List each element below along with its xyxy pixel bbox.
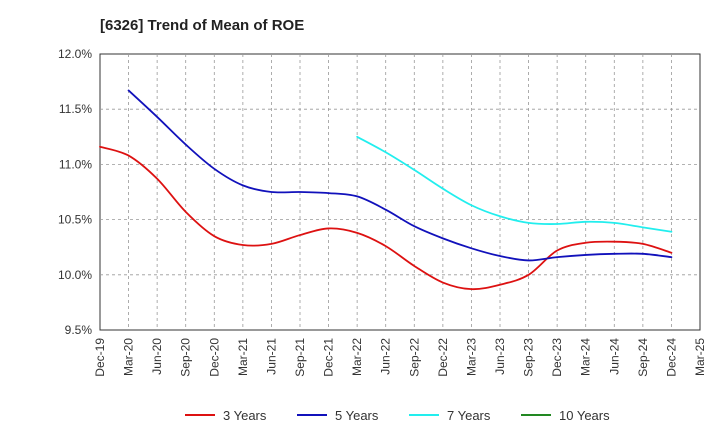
series-lines	[99, 89, 673, 291]
x-tick-label: Mar-20	[122, 338, 136, 376]
x-tick-label: Mar-24	[579, 338, 593, 376]
x-tick-label: Sep-21	[293, 338, 307, 377]
legend-label-4: 10 Years	[559, 408, 610, 423]
y-tick-label: 9.5%	[65, 323, 93, 337]
x-axis-ticks: Dec-19 Mar-20 Jun-20 Sep-20 Dec-20 Mar-21 Jun-…	[93, 338, 707, 377]
x-tick-label: Mar-22	[350, 338, 364, 376]
x-tick-label: Dec-21	[322, 338, 336, 377]
x-tick-label: Dec-24	[664, 338, 678, 377]
series-line-2	[127, 89, 673, 262]
x-tick-label: Mar-25	[693, 338, 707, 376]
x-tick-label: Jun-21	[264, 338, 278, 375]
x-tick-label: Jun-24	[607, 338, 621, 375]
legend-label-2: 5 Years	[335, 408, 379, 423]
x-tick-label: Jun-23	[493, 338, 507, 375]
x-tick-label: Dec-22	[436, 338, 450, 377]
x-tick-label: Mar-23	[464, 338, 478, 376]
y-tick-label: 12.0%	[58, 47, 92, 61]
x-tick-label: Sep-22	[407, 338, 421, 377]
grid-lines	[100, 54, 700, 330]
x-tick-label: Dec-19	[93, 338, 107, 377]
y-tick-label: 10.5%	[58, 213, 92, 227]
legend-label-1: 3 Years	[223, 408, 267, 423]
series-line-3	[356, 135, 673, 233]
y-axis-ticks: 9.5% 10.0% 10.5% 11.0% 11.5% 12.0%	[58, 47, 92, 337]
series-line-1	[99, 145, 673, 291]
legend-label-3: 7 Years	[447, 408, 491, 423]
y-tick-label: 11.0%	[59, 157, 92, 171]
x-tick-label: Sep-24	[636, 338, 650, 377]
plot-area	[99, 53, 701, 331]
x-tick-label: Jun-20	[150, 338, 164, 375]
y-tick-label: 10.0%	[58, 268, 92, 282]
legend: 3 Years 5 Years 7 Years 10 Years	[185, 408, 610, 423]
x-tick-label: Dec-23	[550, 338, 564, 377]
x-tick-label: Mar-21	[236, 338, 250, 376]
y-tick-label: 11.5%	[59, 102, 92, 116]
x-tick-label: Jun-22	[379, 338, 393, 375]
chart-title: [6326] Trend of Mean of ROE	[100, 17, 304, 34]
x-tick-label: Dec-20	[207, 338, 221, 377]
x-tick-label: Sep-23	[522, 338, 536, 377]
x-tick-label: Sep-20	[179, 338, 193, 377]
